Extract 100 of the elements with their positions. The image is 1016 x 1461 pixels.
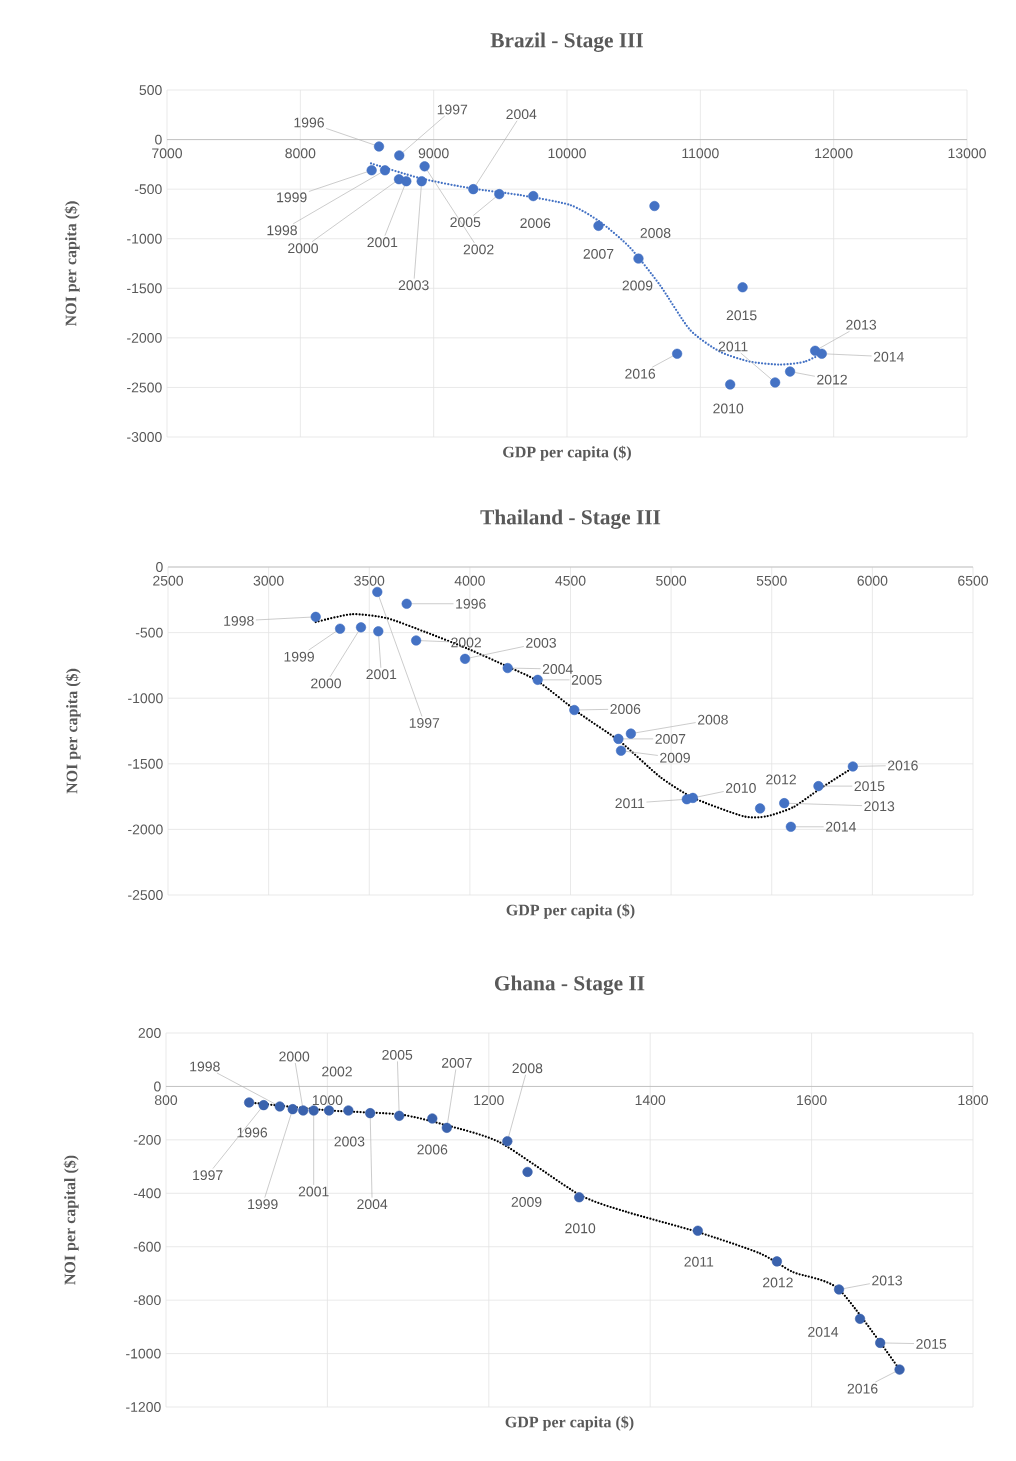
annotation: 2002 [463,244,494,255]
point [244,1097,255,1108]
y-tick-label: 500 [139,85,162,95]
annotation: 2016 [887,760,918,771]
annotation: 2004 [506,109,537,120]
annotation: 1998 [267,225,297,236]
point [779,798,790,809]
x-tick-label: 12000 [815,148,853,159]
annotation: 1997 [193,1170,223,1181]
annotation: 2012 [817,374,847,385]
annotation: 2003 [526,637,556,648]
point [323,1105,335,1116]
point [522,1166,533,1177]
annotation: 2000 [311,678,342,689]
annotation: 1998 [190,1061,220,1072]
annotation: 2001 [367,237,398,248]
point [692,1225,703,1236]
annotation: 1996 [237,1127,268,1138]
x-tick-label: 1600 [797,1095,827,1106]
point [373,626,384,637]
annotation: 2003 [334,1136,365,1147]
point [615,745,627,756]
annotation: 2015 [854,781,885,792]
annotation: 2003 [398,280,429,291]
point [494,189,505,200]
x-tick-label: 5500 [756,575,787,586]
annotation: 2009 [511,1196,542,1207]
annotation: 2001 [298,1186,329,1197]
point [672,348,683,359]
chart-title: Thailand - Stage III [480,509,661,529]
x-tick-label: 11000 [682,148,719,159]
y-tick-label: -2500 [127,382,162,393]
annotation: 2011 [684,1256,714,1267]
annotation: 2008 [640,228,671,238]
point [379,165,391,176]
point [441,1122,452,1133]
point [569,704,580,716]
annotation: 2005 [450,217,481,228]
annotation: 2009 [622,280,653,291]
y-tick-label: -500 [134,184,162,195]
annotation: 1996 [456,598,486,609]
annotation: 2007 [441,1057,472,1068]
annotation: 2011 [718,341,748,352]
point [298,1105,309,1116]
y-axis-title: NOI per capita ($) [64,201,80,327]
y-tick-label: -200 [133,1134,161,1145]
point [373,141,385,152]
y-tick-label: -1200 [126,1402,161,1412]
point [419,161,430,172]
y-tick-label: -800 [133,1295,161,1306]
x-tick-label: 7000 [152,148,183,159]
point [875,1337,886,1348]
point [785,821,796,832]
y-axis-title: NOI per capital ($) [63,1155,79,1285]
annotation: 2014 [808,1326,839,1337]
point [365,1108,376,1119]
annotation: 2008 [698,714,728,725]
point [258,1100,269,1111]
annotation: 1997 [437,104,468,115]
annotation: 2009 [660,752,690,763]
y-tick-label: 200 [138,1028,161,1038]
annotation: 2006 [520,218,551,229]
annotation: 1996 [294,117,324,128]
annotation: 2006 [610,704,641,714]
y-tick-label: -1000 [127,233,162,244]
x-axis-title: GDP per capita ($) [505,1415,634,1431]
y-tick-label: -2500 [128,890,163,900]
annotation: 2014 [826,821,857,832]
point [416,176,427,187]
annotation: 2012 [763,1277,793,1288]
point [394,1110,405,1121]
y-tick-label: 0 [155,134,162,145]
annotation: 2014 [873,351,904,362]
x-tick-label: 1000 [312,1095,343,1106]
annotation: 2016 [847,1383,878,1394]
y-tick-label: -1000 [128,693,163,704]
y-tick-label: -1000 [126,1348,161,1359]
x-tick-label: 13000 [948,148,986,159]
annotation: 2005 [382,1049,413,1060]
point [532,674,543,685]
y-tick-label: -1500 [127,283,162,294]
point [771,1256,782,1267]
y-tick-label: -500 [135,627,163,638]
point [427,1113,438,1124]
annotation: 2013 [864,801,895,812]
point [274,1101,285,1112]
annotation: 2008 [512,1063,543,1074]
annotation: 1999 [277,192,307,203]
point [287,1104,298,1115]
annotation: 2013 [846,319,877,330]
y-tick-label: -2000 [127,332,162,343]
x-tick-label: 6000 [857,575,888,586]
point [401,598,412,609]
y-tick-label: -1500 [128,758,163,769]
point [894,1364,905,1375]
x-tick-label: 4000 [454,575,485,586]
point [335,623,346,634]
x-axis-title: GDP per capita ($) [503,445,631,461]
x-tick-label: 10000 [548,148,586,159]
annotation: 2012 [766,774,796,785]
